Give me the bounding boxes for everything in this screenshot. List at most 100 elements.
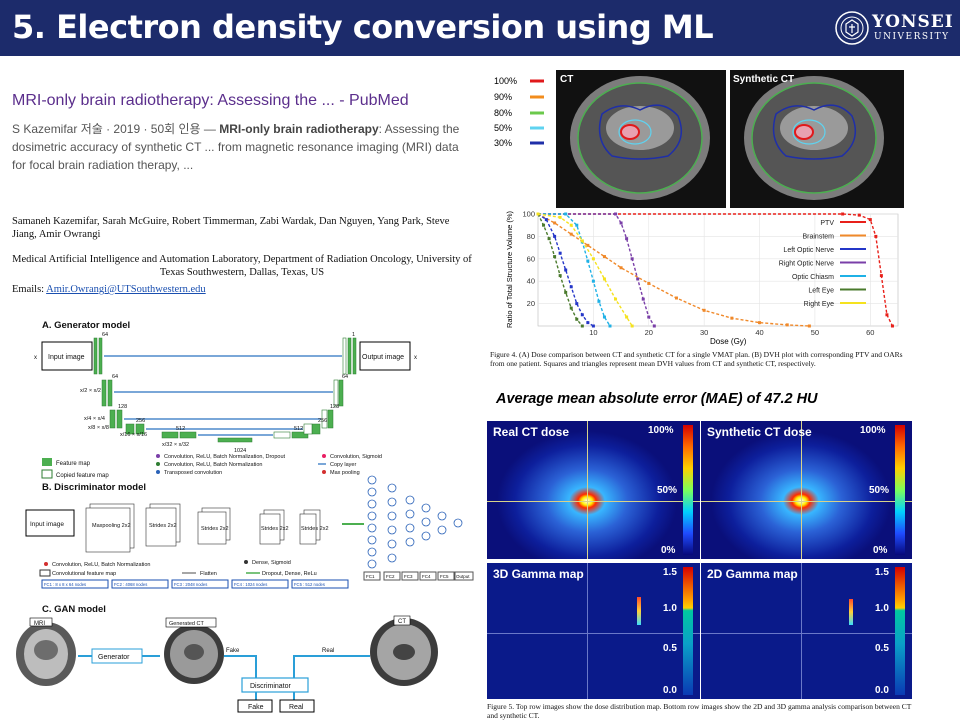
data-point [619, 266, 623, 270]
data-point [569, 285, 573, 289]
conv-marker-icon [156, 462, 160, 466]
real-arrow-label: Real [322, 648, 334, 654]
data-point [614, 212, 618, 216]
legend-entry: Right Eye [804, 301, 834, 308]
input-image-box [41, 341, 93, 371]
output-image-label: Output image [362, 354, 404, 361]
fake-box-label: Fake [248, 704, 264, 711]
fc-label: FC1 [366, 574, 375, 579]
data-point [647, 281, 651, 285]
legend-text: Flatten [200, 571, 217, 577]
data-point [544, 218, 548, 222]
channel-label: 64 [102, 332, 108, 338]
feature-map [347, 337, 352, 375]
data-point [558, 251, 562, 255]
synthetic-ct-dose-map: Synthetic CT dose 100% 50% 0% [701, 421, 912, 559]
fc-node-label: FC5 : 512 nodes [294, 582, 325, 587]
legend-text: Convolutional feature map [52, 571, 116, 577]
data-point [785, 323, 789, 327]
figure5-caption: Figure 5. Top row images show the dose d… [487, 702, 912, 720]
feature-map [109, 409, 116, 429]
dose-tick: 50% [657, 485, 678, 496]
mri-label: MRI [34, 621, 45, 627]
plot-frame [537, 213, 899, 327]
feature-map [338, 379, 344, 407]
data-point [602, 315, 606, 319]
gamma-colorbar [895, 567, 905, 695]
disc-block [85, 507, 131, 553]
ct-label: CT [560, 74, 573, 85]
y-tick-label: 80 [527, 232, 535, 241]
data-point [569, 306, 573, 310]
feature-map [93, 337, 98, 375]
data-point [614, 297, 618, 301]
feature-map [179, 431, 197, 439]
channel-label: 256 [136, 418, 145, 424]
fc-label: FC3 [404, 574, 413, 579]
data-point [553, 221, 557, 225]
fake-arrow [224, 655, 257, 678]
disc-block [299, 513, 317, 545]
dvh-chart: Ratio of Total Structure Volume (%) Dose… [496, 208, 908, 346]
reference-title[interactable]: MRI-only brain radiotherapy: Assessing t… [12, 92, 409, 109]
feature-map [135, 423, 145, 435]
title-bar: 5. Electron density conversion using ML … [0, 0, 960, 56]
conv-feature-swatch [39, 569, 51, 577]
disc-input-label: Input image [30, 521, 64, 528]
series-line [538, 213, 894, 327]
data-point [630, 257, 634, 261]
y-tick-label: 60 [527, 254, 535, 263]
fc-box [363, 571, 381, 581]
channel-label: 128 [330, 404, 339, 410]
fc-node-label: FC4 : 1024 nodes [234, 582, 267, 587]
data-point [619, 221, 623, 225]
mri-head-image [16, 617, 76, 686]
data-point [564, 212, 568, 216]
dim-label: x/2 × x/2 [80, 388, 101, 394]
legend-pct: 100% [494, 76, 517, 86]
gamma-hotspot [637, 597, 641, 625]
data-point [879, 274, 883, 278]
legend-text: Transposed convolution [164, 470, 222, 476]
legend-text: Convolution, ReLU, Batch Normalization [164, 462, 262, 468]
feature-map [101, 379, 107, 407]
feature-map [98, 337, 103, 375]
legend-entry: Brainstem [802, 234, 834, 241]
y-axis-label: Ratio of Total Structure Volume (%) [505, 211, 514, 328]
copied-feature-map [321, 409, 328, 429]
data-point [580, 239, 584, 243]
legend-text: Max pooling [330, 470, 360, 476]
legend-text: Dropout, Dense, ReLu [262, 571, 317, 577]
yonsei-logo: YONSEI UNIVERSITY [834, 8, 954, 48]
emails: Emails: Amir.Owrangi@UTSouthwestern.edu [12, 284, 206, 295]
synthetic-ct-dose-label: Synthetic CT dose [707, 425, 812, 439]
x-tick-label: 40 [755, 328, 763, 337]
data-point [890, 324, 894, 328]
email-link[interactable]: Amir.Owrangi@UTSouthwestern.edu [46, 284, 206, 295]
architecture-figure: A. Generator model Input image x Output … [12, 312, 474, 716]
data-point [553, 255, 557, 259]
data-point [625, 237, 629, 241]
gamma-2d-map: 2D Gamma map 1.5 1.0 0.5 0.0 [701, 563, 912, 699]
legend-pct: 30% [494, 138, 512, 148]
crosshair-vertical [587, 563, 588, 699]
fc-box [454, 571, 474, 581]
x-tick-label: 60 [866, 328, 874, 337]
dose-tick: 0% [661, 545, 676, 556]
data-point [586, 259, 590, 263]
data-point [569, 232, 573, 236]
crosshair-vertical [801, 563, 802, 699]
data-point [558, 215, 562, 219]
fake-box [237, 699, 273, 713]
fc-box [419, 571, 437, 581]
data-point [702, 308, 706, 312]
disc-block [259, 513, 281, 545]
data-point [591, 257, 595, 261]
data-point [569, 223, 573, 227]
feature-map [125, 423, 135, 435]
data-point [553, 234, 557, 238]
emails-label: Emails: [12, 284, 47, 295]
data-point [580, 324, 584, 328]
fc-node-label: FC3 : 2048 nodes [174, 582, 207, 587]
dim-label: x/16 × x/16 [120, 432, 147, 438]
